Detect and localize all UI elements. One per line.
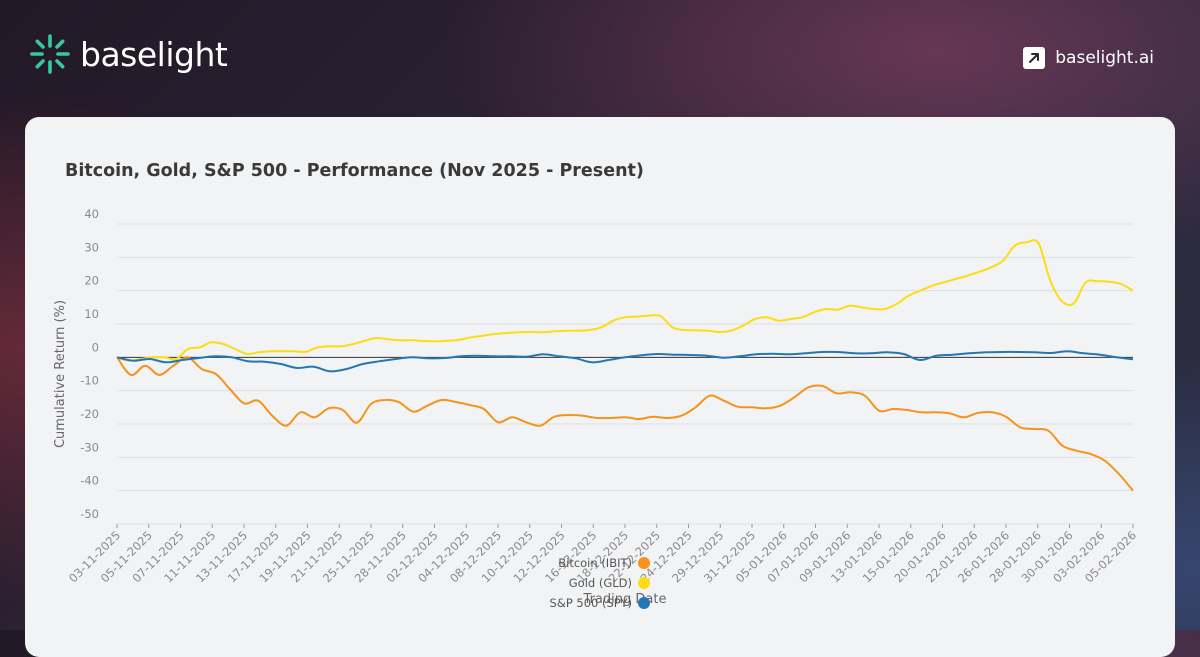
y-tick-label: 40 — [84, 207, 99, 221]
brand-name: baselight — [80, 34, 228, 74]
y-tick-label: 10 — [84, 307, 99, 321]
legend-item[interactable]: Gold (GLD) — [530, 573, 650, 593]
site-link[interactable]: baselight.ai — [1023, 47, 1154, 69]
legend-label: Gold (GLD) — [568, 576, 632, 590]
legend-swatch — [638, 577, 650, 589]
series-line-bitcoin-ibit — [116, 356, 1134, 492]
y-tick-label: 30 — [84, 240, 99, 254]
legend-swatch — [638, 557, 650, 569]
y-axis-label: Cumulative Return (%) — [53, 300, 68, 448]
y-tick-label: -50 — [80, 507, 99, 521]
site-url: baselight.ai — [1055, 48, 1154, 68]
legend-item[interactable]: S&P 500 (SPY) — [530, 593, 650, 613]
legend-label: Bitcoin (IBIT) — [558, 556, 632, 570]
y-tick-label: -40 — [80, 474, 99, 488]
legend-swatch — [638, 597, 650, 609]
brand-logo[interactable]: baselight — [30, 34, 228, 74]
y-tick-label: -10 — [80, 374, 99, 388]
chart-legend: Bitcoin (IBIT) Gold (GLD) S&P 500 (SPY) — [530, 553, 650, 613]
y-tick-label: 0 — [92, 340, 99, 354]
chart-card: Bitcoin, Gold, S&P 500 - Performance (No… — [25, 117, 1175, 657]
external-link-icon — [1023, 47, 1046, 69]
series-line-s-p-500-spy — [116, 350, 1134, 373]
chart-title: Bitcoin, Gold, S&P 500 - Performance (No… — [65, 161, 644, 181]
y-tick-label: -20 — [80, 407, 99, 421]
line-chart: 40 30 20 10 0 -10 -20 -30 -40 -50 Cumulative Retur… — [53, 207, 1139, 607]
y-tick-label: -30 — [80, 440, 99, 454]
y-tick-label: 20 — [84, 274, 99, 288]
legend-label: S&P 500 (SPY) — [549, 596, 632, 610]
baselight-logo-icon — [30, 34, 70, 74]
series-line-gold-gld — [116, 239, 1134, 362]
legend-item[interactable]: Bitcoin (IBIT) — [530, 553, 650, 573]
